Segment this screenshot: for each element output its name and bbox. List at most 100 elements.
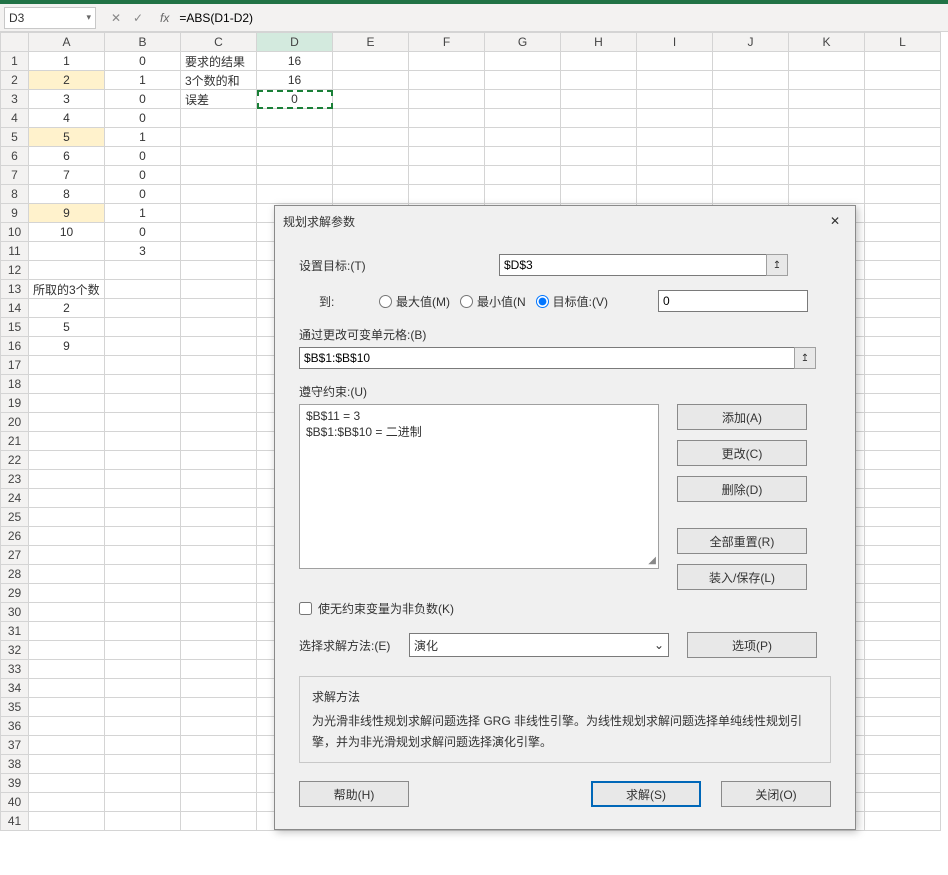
- row-header[interactable]: 13: [1, 280, 29, 299]
- row-header[interactable]: 35: [1, 698, 29, 717]
- cell[interactable]: [181, 546, 257, 565]
- row-header[interactable]: 28: [1, 565, 29, 584]
- cell[interactable]: [257, 147, 333, 166]
- cell[interactable]: [865, 812, 941, 831]
- cell[interactable]: 7: [29, 166, 105, 185]
- chevron-down-icon[interactable]: ▾: [86, 12, 91, 23]
- cell[interactable]: [29, 527, 105, 546]
- cell[interactable]: [181, 736, 257, 755]
- cell[interactable]: [409, 52, 485, 71]
- cell[interactable]: [181, 603, 257, 622]
- cell[interactable]: [181, 470, 257, 489]
- fx-icon[interactable]: fx: [154, 11, 175, 25]
- cell[interactable]: [637, 166, 713, 185]
- column-header[interactable]: I: [637, 33, 713, 52]
- cell[interactable]: [181, 755, 257, 774]
- row-header[interactable]: 22: [1, 451, 29, 470]
- cell[interactable]: [105, 679, 181, 698]
- cell[interactable]: [865, 641, 941, 660]
- row-header[interactable]: 27: [1, 546, 29, 565]
- column-header[interactable]: G: [485, 33, 561, 52]
- row-header[interactable]: 40: [1, 793, 29, 812]
- cell[interactable]: [257, 166, 333, 185]
- cell[interactable]: [865, 527, 941, 546]
- constraint-item[interactable]: $B$11 = 3: [306, 409, 652, 423]
- cell[interactable]: [485, 166, 561, 185]
- cell[interactable]: [105, 603, 181, 622]
- cell[interactable]: [333, 71, 409, 90]
- radio-value[interactable]: 目标值:(V): [536, 293, 608, 310]
- cell[interactable]: [865, 242, 941, 261]
- cell[interactable]: [789, 185, 865, 204]
- cell[interactable]: [865, 261, 941, 280]
- cell[interactable]: [561, 166, 637, 185]
- cell[interactable]: [29, 432, 105, 451]
- target-value-input[interactable]: [658, 290, 808, 312]
- cell[interactable]: [561, 90, 637, 109]
- cell[interactable]: [865, 185, 941, 204]
- cell[interactable]: 8: [29, 185, 105, 204]
- cell[interactable]: [29, 470, 105, 489]
- cell[interactable]: [561, 109, 637, 128]
- name-box[interactable]: D3 ▾: [4, 7, 96, 29]
- cell[interactable]: [409, 185, 485, 204]
- cell[interactable]: 4: [29, 109, 105, 128]
- row-header[interactable]: 30: [1, 603, 29, 622]
- reset-all-button[interactable]: 全部重置(R): [677, 528, 807, 554]
- cell[interactable]: [865, 793, 941, 812]
- row-header[interactable]: 7: [1, 166, 29, 185]
- cell[interactable]: [181, 812, 257, 831]
- cell[interactable]: [485, 90, 561, 109]
- cell[interactable]: 2: [29, 299, 105, 318]
- cell[interactable]: 0: [105, 223, 181, 242]
- cell[interactable]: [485, 128, 561, 147]
- row-header[interactable]: 39: [1, 774, 29, 793]
- cell[interactable]: [181, 774, 257, 793]
- cell[interactable]: [257, 185, 333, 204]
- cell[interactable]: [409, 90, 485, 109]
- cell[interactable]: [29, 375, 105, 394]
- cell[interactable]: [485, 52, 561, 71]
- cell[interactable]: [637, 147, 713, 166]
- cell[interactable]: 误差: [181, 90, 257, 109]
- cell[interactable]: [181, 280, 257, 299]
- cell[interactable]: [181, 318, 257, 337]
- cell[interactable]: [181, 356, 257, 375]
- set-target-input[interactable]: [499, 254, 767, 276]
- cell[interactable]: [561, 147, 637, 166]
- cell[interactable]: [713, 109, 789, 128]
- cell[interactable]: [181, 432, 257, 451]
- cell[interactable]: [409, 147, 485, 166]
- cell[interactable]: [865, 52, 941, 71]
- cell[interactable]: [865, 489, 941, 508]
- cell[interactable]: [865, 679, 941, 698]
- cell[interactable]: [713, 185, 789, 204]
- load-save-button[interactable]: 装入/保存(L): [677, 564, 807, 590]
- cell[interactable]: [865, 413, 941, 432]
- row-header[interactable]: 18: [1, 375, 29, 394]
- cell[interactable]: [29, 508, 105, 527]
- cell[interactable]: [181, 375, 257, 394]
- cell[interactable]: [105, 641, 181, 660]
- cell[interactable]: [865, 280, 941, 299]
- cell[interactable]: [29, 584, 105, 603]
- cell[interactable]: [29, 242, 105, 261]
- nonneg-checkbox[interactable]: 使无约束变量为非负数(K): [299, 600, 454, 617]
- cell[interactable]: [181, 679, 257, 698]
- cell[interactable]: [409, 166, 485, 185]
- radio-min[interactable]: 最小值(N: [460, 293, 526, 310]
- row-header[interactable]: 24: [1, 489, 29, 508]
- row-header[interactable]: 6: [1, 147, 29, 166]
- cell[interactable]: 所取的3个数: [29, 280, 105, 299]
- cell[interactable]: 5: [29, 128, 105, 147]
- cell[interactable]: [865, 223, 941, 242]
- cell[interactable]: [865, 299, 941, 318]
- cell[interactable]: 0: [105, 185, 181, 204]
- cell[interactable]: [789, 166, 865, 185]
- cell[interactable]: [789, 128, 865, 147]
- close-icon[interactable]: ✕: [823, 209, 847, 233]
- cell[interactable]: [181, 204, 257, 223]
- cell[interactable]: [29, 679, 105, 698]
- cell[interactable]: 0: [105, 166, 181, 185]
- row-header[interactable]: 21: [1, 432, 29, 451]
